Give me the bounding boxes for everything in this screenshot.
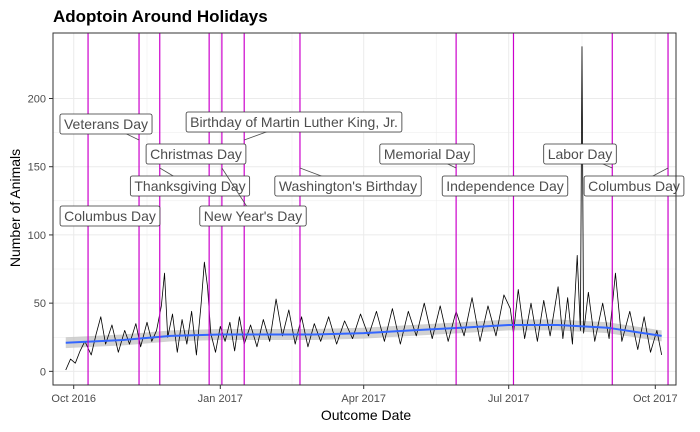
y-tick-label: 200 bbox=[28, 93, 46, 105]
holiday-label-text: Columbus Day bbox=[64, 208, 156, 224]
y-axis-title: Number of Animals bbox=[7, 149, 23, 267]
series-line-0 bbox=[65, 46, 663, 371]
holiday-label-text: Veterans Day bbox=[64, 116, 148, 132]
holiday-label-box bbox=[441, 175, 569, 197]
holiday-label-4: New Year's Day bbox=[199, 205, 307, 227]
panel-border bbox=[52, 32, 677, 386]
holiday-layer: Columbus Day Veterans Day Thanksgiving Day… bbox=[59, 33, 685, 385]
holiday-label-3: Christmas Day bbox=[145, 143, 247, 165]
holiday-label-text: Independence Day bbox=[446, 178, 564, 194]
holiday-label-text: Memorial Day bbox=[384, 146, 470, 162]
y-tick-label: 150 bbox=[28, 162, 46, 174]
holiday-label-text: Christmas Day bbox=[150, 146, 242, 162]
holiday-label-box bbox=[185, 111, 403, 133]
holiday-label-text: Columbus Day bbox=[588, 178, 680, 194]
holiday-label-box bbox=[199, 205, 307, 227]
holiday-label-box bbox=[145, 143, 247, 165]
holiday-label-box bbox=[274, 175, 422, 197]
x-tick-label: Jan 2017 bbox=[198, 393, 243, 405]
holiday-label-text: Birthday of Martin Luther King, Jr. bbox=[190, 114, 398, 130]
holiday-label-1: Veterans Day bbox=[59, 113, 153, 135]
holiday-label-10: Columbus Day bbox=[583, 175, 685, 197]
holiday-label-box bbox=[59, 205, 161, 227]
x-tick-label: Jul 2017 bbox=[488, 393, 530, 405]
holiday-label-box bbox=[543, 143, 617, 165]
smooth-line bbox=[65, 323, 662, 344]
holiday-label-2: Thanksgiving Day bbox=[129, 175, 251, 197]
x-axis-title: Outcome Date bbox=[321, 407, 411, 423]
holiday-label-7: Memorial Day bbox=[379, 143, 475, 165]
y-tick-label: 50 bbox=[34, 298, 46, 310]
data-layer bbox=[65, 46, 663, 371]
y-tick-label: 0 bbox=[40, 366, 46, 378]
holiday-label-box bbox=[379, 143, 475, 165]
holiday-label-box bbox=[129, 175, 251, 197]
holiday-label-text: Washington's Birthday bbox=[279, 178, 417, 194]
holiday-label-text: Thanksgiving Day bbox=[134, 178, 245, 194]
x-tick-label: Oct 2016 bbox=[51, 393, 96, 405]
holiday-label-8: Independence Day bbox=[441, 175, 569, 197]
holiday-label-6: Washington's Birthday bbox=[274, 175, 422, 197]
holiday-label-5: Birthday of Martin Luther King, Jr. bbox=[185, 111, 403, 133]
x-tick-label: Apr 2017 bbox=[341, 393, 386, 405]
holiday-label-text: New Year's Day bbox=[204, 208, 302, 224]
holiday-label-0: Columbus Day bbox=[59, 205, 161, 227]
axis-layer: 0 50 100 150 200 Oct 2016 Jan 2017 Apr 2017 Jul … bbox=[28, 32, 678, 405]
holiday-label-box bbox=[583, 175, 685, 197]
holiday-label-text: Labor Day bbox=[548, 146, 613, 162]
holiday-label-box bbox=[59, 113, 153, 135]
holiday-label-9: Labor Day bbox=[543, 143, 617, 165]
chart-title: Adoptoin Around Holidays bbox=[53, 7, 268, 26]
x-tick-label: Oct 2017 bbox=[633, 393, 678, 405]
y-tick-label: 100 bbox=[28, 230, 46, 242]
